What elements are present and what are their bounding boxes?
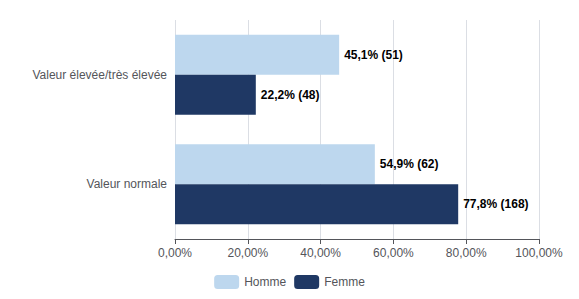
svg-text:Femme: Femme [324,275,365,289]
svg-text:22,2% (48): 22,2% (48) [261,88,320,102]
svg-text:Valeur normale: Valeur normale [87,177,168,191]
svg-text:40,00%: 40,00% [300,246,341,260]
svg-text:Homme: Homme [244,275,286,289]
svg-text:80,00%: 80,00% [446,246,487,260]
svg-text:Valeur élevée/très élevée: Valeur élevée/très élevée [32,68,167,82]
svg-text:100,00%: 100,00% [515,246,563,260]
svg-text:20,00%: 20,00% [227,246,268,260]
svg-text:0,00%: 0,00% [158,246,192,260]
svg-text:54,9% (62): 54,9% (62) [380,157,439,171]
svg-text:77,8% (168): 77,8% (168) [463,197,528,211]
svg-text:60,00%: 60,00% [373,246,414,260]
svg-text:45,1% (51): 45,1% (51) [344,48,403,62]
